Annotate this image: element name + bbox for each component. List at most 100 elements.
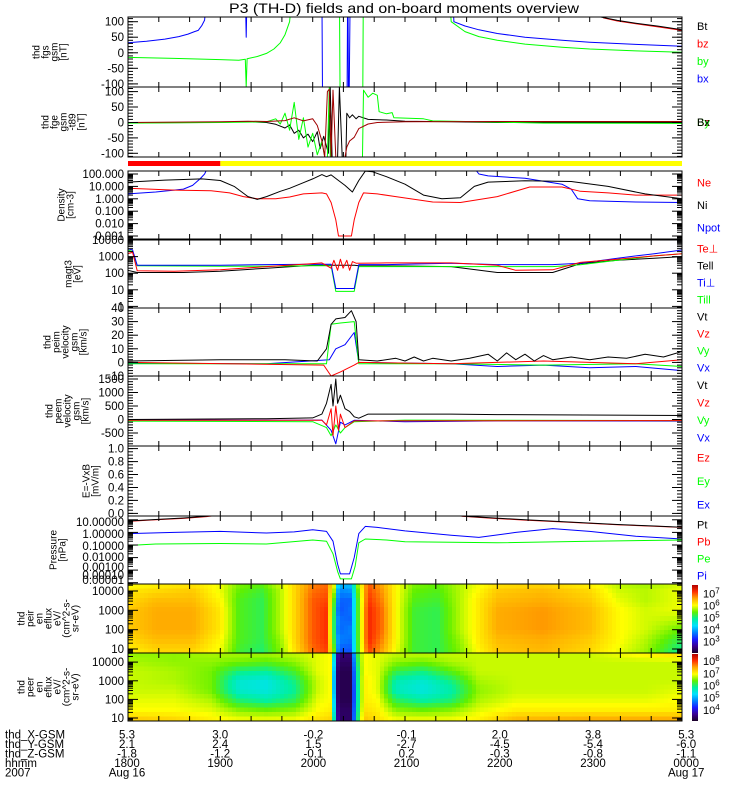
- legend-label: Vz: [697, 329, 710, 341]
- spectrogram-cell: [300, 698, 305, 704]
- spectrogram-cell: [420, 671, 425, 676]
- spectrogram-cell: [656, 625, 661, 631]
- spectrogram-cell: [288, 602, 293, 608]
- spectrogram-cell: [348, 643, 353, 649]
- spectrogram-cell: [188, 634, 193, 640]
- spectrogram-cell: [536, 680, 541, 686]
- spectrogram-cell: [448, 684, 453, 690]
- spectrogram-cell: [608, 616, 613, 622]
- spectrogram-cell: [160, 689, 165, 695]
- spectrogram-cell: [220, 607, 225, 612]
- legend-label: Vt: [697, 312, 707, 324]
- spectrogram-cell: [536, 625, 541, 631]
- spectrogram-cell: [380, 680, 385, 686]
- spectrogram-cell: [356, 584, 361, 589]
- spectrogram-cell: [172, 653, 177, 658]
- spectrogram-cell: [144, 648, 149, 653]
- spectrogram-cell: [268, 657, 273, 663]
- spectrogram-cell: [524, 597, 529, 603]
- spectrogram-cell: [292, 662, 297, 667]
- spectrogram-cell: [444, 593, 449, 599]
- spectrogram-cell: [392, 689, 397, 695]
- spectrogram-cell: [568, 639, 573, 645]
- spectrogram-cell: [576, 693, 581, 699]
- spectrogram-cell: [228, 680, 233, 686]
- status-segment: [220, 161, 683, 166]
- spectrogram-cell: [264, 671, 269, 676]
- spectrogram-cell: [248, 639, 253, 645]
- spectrogram-cell: [152, 662, 157, 667]
- spectrogram-cell: [292, 684, 297, 690]
- plot-area: [128, 87, 682, 157]
- spectrogram-cell: [368, 616, 373, 622]
- spectrogram-cell: [408, 616, 413, 622]
- spectrogram-cell: [596, 648, 601, 653]
- spectrogram-cell: [184, 593, 189, 599]
- spectrogram-cell: [656, 648, 661, 653]
- spectrogram-cell: [400, 698, 405, 704]
- spectrogram-cell: [336, 716, 341, 721]
- spectrogram-cell: [352, 634, 357, 640]
- spectrogram-cell: [364, 597, 369, 603]
- spectrogram-cell: [428, 597, 433, 603]
- spectrogram-cell: [468, 597, 473, 603]
- spectrogram-cell: [420, 689, 425, 695]
- spectrogram-cell: [352, 702, 357, 708]
- spectrogram-cell: [296, 643, 301, 649]
- spectrogram-cell: [308, 639, 313, 645]
- spectrogram-cell: [152, 711, 157, 717]
- spectrogram-cell: [416, 716, 421, 721]
- spectrogram-cell: [152, 707, 157, 713]
- spectrogram-cell: [424, 671, 429, 676]
- spectrogram-cell: [280, 588, 285, 594]
- spectrogram-cell: [636, 620, 641, 626]
- spectrogram-cell: [500, 671, 505, 676]
- spectrogram-cell: [460, 680, 465, 686]
- spectrogram-cell: [128, 611, 133, 617]
- spectrogram-cell: [368, 711, 373, 717]
- y-axis-title-line: gsm: [72, 402, 83, 421]
- spectrogram-cell: [524, 607, 529, 612]
- spectrogram-cell: [492, 680, 497, 686]
- spectrogram-cell: [596, 602, 601, 608]
- spectrogram-cell: [656, 620, 661, 626]
- spectrogram-cell: [456, 693, 461, 699]
- spectrogram-cell: [196, 611, 201, 617]
- spectrogram-cell: [464, 657, 469, 663]
- spectrogram-cell: [328, 698, 333, 704]
- spectrogram-cell: [488, 602, 493, 608]
- y-tick-label: 10: [111, 644, 124, 656]
- spectrogram-cell: [460, 620, 465, 626]
- spectrogram-cell: [596, 593, 601, 599]
- spectrogram-cell: [576, 707, 581, 713]
- spectrogram-cell: [448, 607, 453, 612]
- spectrogram-cell: [192, 716, 197, 721]
- spectrogram-cell: [148, 684, 153, 690]
- spectrogram-cell: [160, 634, 165, 640]
- spectrogram-cell: [236, 611, 241, 617]
- spectrogram-cell: [208, 657, 213, 663]
- spectrogram-cell: [228, 684, 233, 690]
- spectrogram-cell: [340, 630, 345, 635]
- spectrogram-cell: [528, 680, 533, 686]
- legend-label: Vx: [697, 432, 710, 444]
- spectrogram-cell: [528, 693, 533, 699]
- spectrogram-cell: [228, 593, 233, 599]
- spectrogram-cell: [300, 716, 305, 721]
- spectrogram-cell: [456, 662, 461, 667]
- spectrogram-cell: [304, 597, 309, 603]
- spectrogram-cell: [660, 597, 665, 603]
- spectrogram-cell: [440, 684, 445, 690]
- spectrogram-cell: [324, 602, 329, 608]
- spectrogram-cell: [240, 653, 245, 658]
- spectrogram-cell: [368, 643, 373, 649]
- spectrogram-cell: [548, 657, 553, 663]
- spectrogram-cell: [568, 643, 573, 649]
- spectrogram-cell: [588, 602, 593, 608]
- legend-label: Bz: [697, 117, 710, 129]
- spectrogram-cell: [212, 634, 217, 640]
- spectrogram-cell: [164, 648, 169, 653]
- spectrogram-cell: [520, 662, 525, 667]
- spectrogram-cell: [468, 607, 473, 612]
- spectrogram-cell: [468, 671, 473, 676]
